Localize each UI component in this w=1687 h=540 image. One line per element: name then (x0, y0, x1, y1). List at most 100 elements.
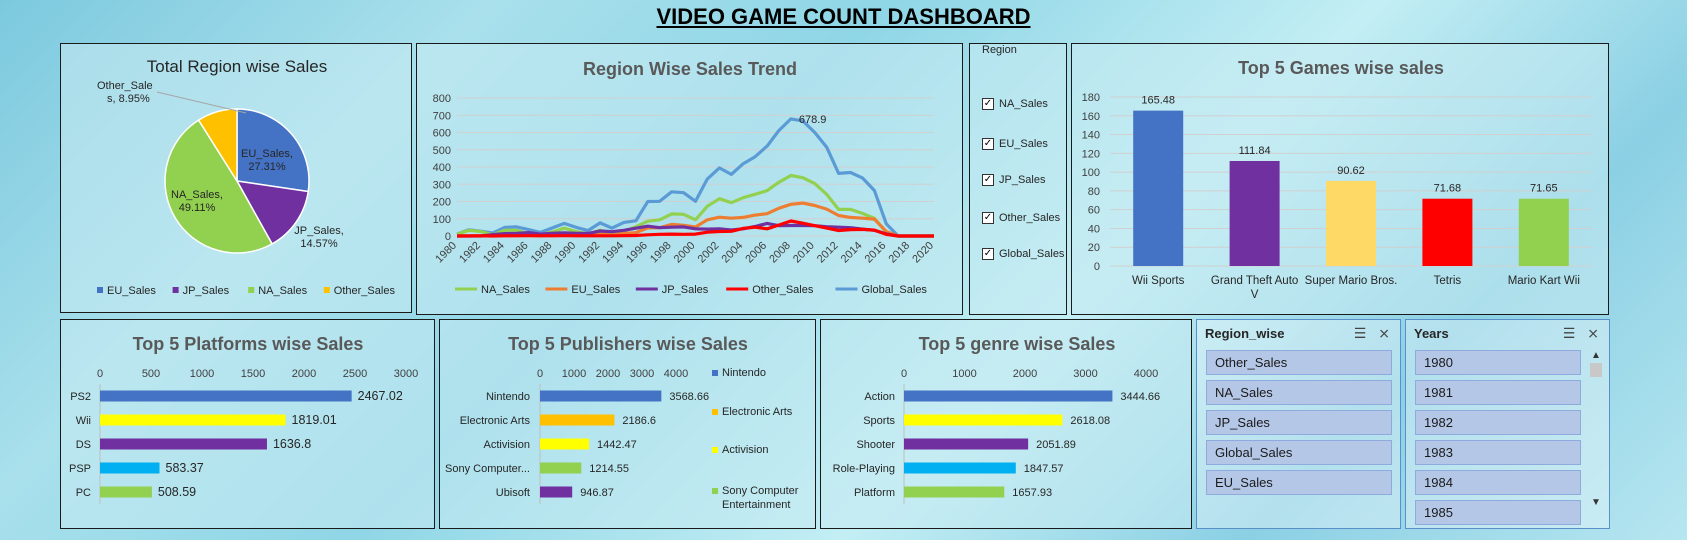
multi-select-icon[interactable]: ☰ (1353, 325, 1367, 341)
genres-category-label: Role-Playing (833, 463, 895, 475)
pie-slice-other-sales (197, 108, 238, 184)
checkbox-label: JP_Sales (999, 174, 1046, 186)
slicer-item[interactable]: NA_Sales (1206, 380, 1392, 405)
games-category-label: Mario Kart Wii (1508, 275, 1580, 287)
slicer-item[interactable]: 1985 (1415, 500, 1581, 525)
games-category-label: Tetris (1434, 275, 1462, 287)
publishers-legend-label: Nintendo (722, 367, 766, 379)
multi-select-icon[interactable]: ☰ (1562, 325, 1576, 341)
trend-series-other-sales (457, 219, 934, 238)
slicer-item[interactable]: 1983 (1415, 440, 1581, 465)
trend-y-tick: 100 (433, 214, 451, 226)
trend-y-tick: 300 (433, 179, 451, 191)
trend-x-tick: 2016 (863, 240, 889, 266)
pie-label-pct: 27.31% (248, 161, 286, 173)
games-bar-chart: Top 5 Games wise sales 0 20 40 60 80 100 120 140… (1082, 58, 1592, 301)
publishers-legend-swatch (712, 409, 718, 415)
slicer-item[interactable]: 1984 (1415, 470, 1581, 495)
trend-y-tick: 0 (445, 231, 451, 243)
slicer-item[interactable]: 1980 (1415, 350, 1581, 375)
games-y-tick: 40 (1088, 223, 1100, 235)
games-y-tick: 0 (1094, 261, 1100, 273)
trend-chart-panel[interactable]: Region Wise Sales Trend 0 100 200 300 400 500 6… (416, 43, 963, 315)
publishers-legend-swatch (712, 370, 718, 376)
region-checkbox-row[interactable]: ✓ Other_Sales (982, 212, 1060, 224)
publishers-legend-swatch (712, 447, 718, 453)
checkbox-label: EU_Sales (999, 138, 1048, 150)
slicer-item[interactable]: EU_Sales (1206, 470, 1392, 495)
trend-line-chart: Region Wise Sales Trend 0 100 200 300 400 500 6… (433, 59, 936, 296)
publishers-category-label: Electronic Arts (460, 415, 531, 427)
games-y-tick: 60 (1088, 205, 1100, 217)
publishers-chart-panel[interactable]: Top 5 Publishers wise Sales 0 1000 2000 3000… (439, 319, 816, 529)
genres-title: Top 5 genre wise Sales (919, 334, 1116, 354)
games-bar (1326, 180, 1376, 266)
platforms-x-tick: 3000 (394, 368, 418, 380)
checkbox[interactable]: ✓ (982, 138, 994, 150)
trend-legend-label: JP_Sales (662, 284, 709, 296)
genres-chart-panel[interactable]: Top 5 genre wise Sales 0 1000 2000 3000 4000 3… (820, 319, 1192, 529)
platforms-x-tick: 2500 (343, 368, 367, 380)
scroll-down-icon[interactable]: ▼ (1591, 497, 1601, 508)
publishers-value-label: 946.87 (580, 487, 614, 499)
pie-chart: Total Region wise Sales EU_Sales,27.31% JP… (97, 57, 395, 297)
platforms-bar (100, 390, 352, 402)
genres-x-tick: 2000 (1013, 368, 1037, 380)
platforms-value-label: 508.59 (158, 485, 196, 499)
genres-bar (904, 438, 1029, 450)
pie-legend-label: NA_Sales (258, 285, 307, 297)
checkbox[interactable]: ✓ (982, 174, 994, 186)
platforms-value-label: 2467.02 (358, 389, 403, 403)
platforms-chart-panel[interactable]: Top 5 Platforms wise Sales 0 500 1000 1500 20… (60, 319, 435, 529)
pie-chart-panel[interactable]: Total Region wise Sales EU_Sales, 27.31% JP… (60, 43, 412, 313)
genres-bar (904, 462, 1016, 474)
checkbox[interactable]: ✓ (982, 212, 994, 224)
region-filter-panel: Region ✓ NA_Sales ✓ EU_Sales ✓ JP_Sales ✓ Other… (969, 43, 1067, 315)
years-scrollbar[interactable]: ▲ ▼ (1589, 350, 1603, 510)
checkbox-label: Global_Sales (999, 248, 1065, 260)
region-checkbox-row[interactable]: ✓ NA_Sales (982, 98, 1048, 110)
region-checkbox-row[interactable]: ✓ EU_Sales (982, 138, 1048, 150)
pie-legend-swatch (172, 287, 179, 293)
slicer-item[interactable]: 1981 (1415, 380, 1581, 405)
trend-x-tick: 2004 (720, 240, 746, 266)
trend-x-tick: 1990 (553, 240, 579, 266)
platforms-x-tick: 1500 (241, 368, 265, 380)
publishers-x-tick: 1000 (562, 368, 586, 380)
pie-legend-swatch (248, 287, 255, 293)
scroll-thumb[interactable] (1590, 363, 1602, 377)
region-checkbox-row[interactable]: ✓ JP_Sales (982, 174, 1045, 186)
pie-legend-swatch (97, 287, 103, 293)
clear-filter-icon[interactable]: ⨯ (1378, 325, 1390, 341)
genres-value-label: 1847.57 (1024, 463, 1064, 475)
pie-label: JP_Sales, (294, 225, 344, 237)
checkbox[interactable]: ✓ (982, 98, 994, 110)
slicer-item[interactable]: 1982 (1415, 410, 1581, 435)
pie-legend-swatch (323, 287, 330, 293)
games-title: Top 5 Games wise sales (1238, 58, 1444, 78)
trend-title: Region Wise Sales Trend (583, 59, 797, 79)
trend-x-tick: 1992 (576, 240, 602, 266)
trend-x-tick: 1988 (529, 240, 555, 266)
games-bar (1422, 198, 1473, 266)
trend-series-global-sales (456, 117, 934, 238)
genres-category-label: Sports (863, 415, 895, 427)
genres-value-label: 3444.66 (1120, 391, 1160, 403)
slicer-item[interactable]: Other_Sales (1206, 350, 1392, 375)
clear-filter-icon[interactable]: ⨯ (1587, 325, 1599, 341)
platforms-category-label: Wii (76, 415, 91, 427)
region-wise-slicer: Region_wise ☰ ⨯ Other_Sales NA_Sales JP_Sa… (1196, 319, 1401, 529)
publishers-category-label: Ubisoft (496, 487, 530, 499)
trend-x-tick: 1994 (600, 240, 626, 266)
checkbox[interactable]: ✓ (982, 248, 994, 260)
scroll-up-icon[interactable]: ▲ (1591, 350, 1601, 361)
publishers-title: Top 5 Publishers wise Sales (508, 334, 748, 354)
slicer-item[interactable]: Global_Sales (1206, 440, 1392, 465)
pie-label: Other_Sale (97, 80, 153, 92)
slicer-item[interactable]: JP_Sales (1206, 410, 1392, 435)
region-checkbox-row[interactable]: ✓ Global_Sales (982, 248, 1064, 260)
pie-slice-eu-sales (236, 108, 310, 193)
games-chart-panel[interactable]: Top 5 Games wise sales 0 20 40 60 80 100 120 140… (1071, 43, 1609, 315)
genres-category-label: Action (864, 391, 895, 403)
publishers-x-tick: 0 (537, 368, 543, 380)
